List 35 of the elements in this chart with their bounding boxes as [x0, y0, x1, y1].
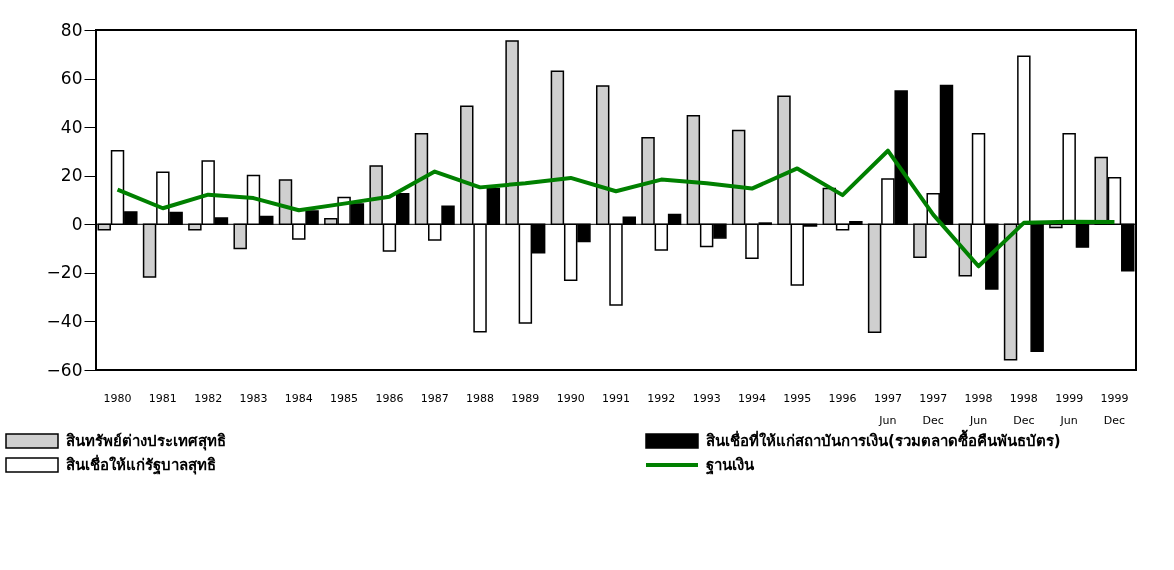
x-tick-label: 1998 Dec	[1009, 391, 1038, 427]
x-tick-label: 1980	[103, 391, 132, 405]
legend-label: ฐานเงิน	[706, 456, 755, 475]
x-tick-label: 1993	[692, 391, 721, 405]
y-tick-label: −60	[46, 359, 83, 380]
legend-label: สินทรัพย์ต่างประเทศสุทธิ	[66, 432, 226, 451]
y-tick-label: 80	[60, 19, 83, 40]
x-tick-label: 1987	[420, 391, 449, 405]
x-tick-label: 1981	[148, 391, 177, 405]
x-tick-label: 1988	[466, 391, 495, 405]
x-tick-label: 1997 Dec	[919, 391, 948, 427]
x-tick-label: 1986	[375, 391, 404, 405]
x-tick-label: 1989	[511, 391, 540, 405]
x-tick-label: 1996	[828, 391, 857, 405]
y-tick-label: −40	[46, 310, 83, 331]
x-tick-label: 1998 Jun	[964, 391, 993, 427]
x-tick-label: 1992	[647, 391, 676, 405]
legend-label: สินเชื่อให้แก่รัฐบาลสุทธิ	[66, 454, 216, 475]
y-tick-label: 60	[60, 68, 83, 89]
x-tick-label: 1999 Dec	[1100, 391, 1129, 427]
x-tick-label: 1983	[239, 391, 268, 405]
x-tick-label: 1991	[602, 391, 630, 405]
y-tick-label: 0	[71, 213, 83, 234]
x-tick-label: 1995	[783, 391, 812, 405]
x-tick-label: 1997 Jun	[873, 391, 902, 427]
y-tick-label: 20	[60, 165, 83, 186]
x-tick-label: 1984	[284, 391, 313, 405]
x-tick-label: 1994	[737, 391, 766, 405]
x-tick-label: 1982	[194, 391, 223, 405]
y-tick-label: 40	[60, 116, 83, 137]
x-tick-label: 1985	[330, 391, 359, 405]
y-tick-label: −20	[46, 262, 83, 283]
x-tick-label: 1999 Jun	[1055, 391, 1084, 427]
x-tick-label: 1990	[556, 391, 585, 405]
legend-label: สินเชื่อที่ให้แก่สถาบันการเงิน(รวมตลาดซื้อคืนพันธบัตร)	[706, 429, 1061, 450]
